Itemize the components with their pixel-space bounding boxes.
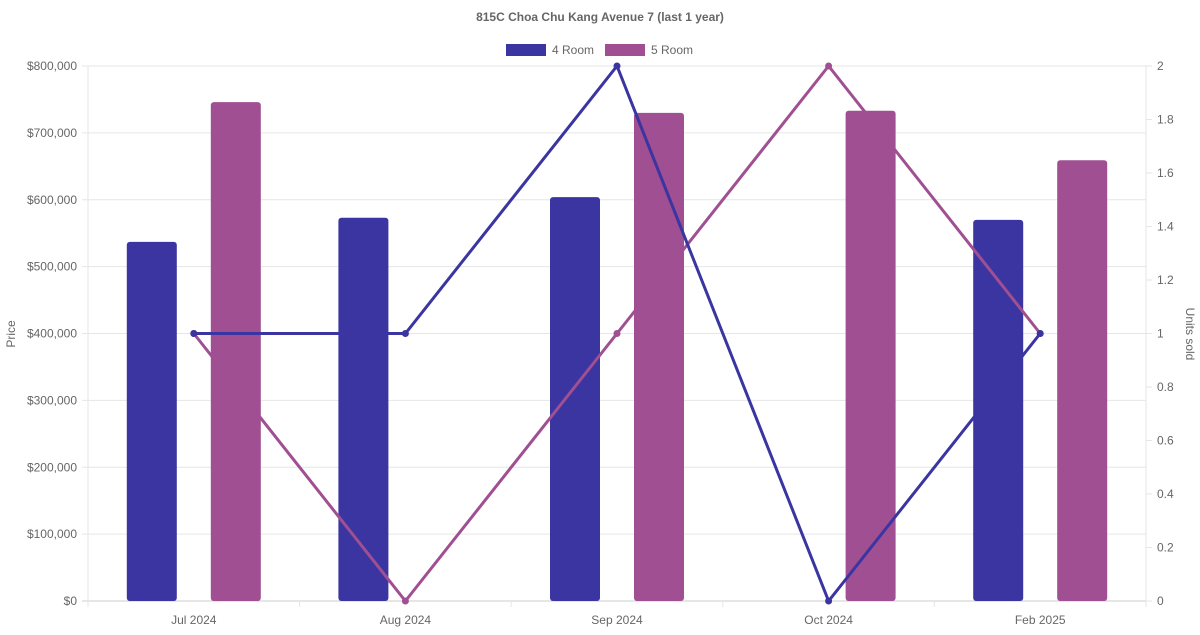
legend-swatch [506,44,546,56]
legend-swatch [605,44,645,56]
point-4-room [190,330,198,337]
bar-5-room [845,110,896,602]
x-tick-label: Sep 2024 [591,613,643,627]
point-5-room [613,330,621,337]
y2-tick-label: 0.4 [1157,487,1174,501]
y2-tick-label: 2 [1157,59,1164,73]
chart-title: 815C Choa Chu Kang Avenue 7 (last 1 year… [476,10,724,24]
point-5-room [401,597,409,605]
y2-tick-label: 0 [1157,594,1164,608]
y2-tick-label: 0.8 [1157,380,1174,394]
point-4-room [613,62,621,70]
legend-label: 5 Room [651,43,693,57]
bar-4-room [126,241,177,601]
legend-label: 4 Room [552,43,594,57]
bar-4-room [973,219,1024,601]
x-tick-label: Jul 2024 [171,613,217,627]
y-tick-label: $0 [64,594,78,608]
y2-axis-label: Units sold [1183,308,1197,361]
y-tick-label: $200,000 [27,460,77,474]
point-5-room [825,62,833,70]
x-tick-label: Oct 2024 [804,613,853,627]
point-4-room [825,597,833,605]
y-tick-label: $400,000 [27,327,77,341]
y2-tick-label: 1.2 [1157,273,1174,287]
bars [126,102,1108,602]
point-4-room [1036,330,1044,337]
x-tick-label: Aug 2024 [380,613,432,627]
bar-5-room [210,102,261,602]
lines [190,62,1044,605]
y2-tick-label: 1.6 [1157,166,1174,180]
y-tick-label: $500,000 [27,260,77,274]
y-tick-label: $600,000 [27,193,77,207]
y-tick-label: $100,000 [27,527,77,541]
bar-4-room [550,197,600,601]
y2-tick-label: 1 [1157,327,1164,341]
legend: 4 Room 5 Room [506,43,693,57]
point-4-room [401,330,409,337]
bar-5-room [1057,160,1108,601]
y-tick-label: $300,000 [27,393,77,407]
y2-tick-label: 1.8 [1157,113,1174,127]
y-tick-label: $700,000 [27,126,77,140]
y2-tick-label: 0.6 [1157,434,1174,448]
y-tick-label: $800,000 [27,59,77,73]
y2-tick-label: 0.2 [1157,541,1174,555]
bar-4-room [338,217,389,601]
bar-5-room [634,112,684,601]
y-axis-label: Price [4,320,18,348]
x-tick-label: Feb 2025 [1015,613,1066,627]
y2-tick-label: 1.4 [1157,220,1174,234]
